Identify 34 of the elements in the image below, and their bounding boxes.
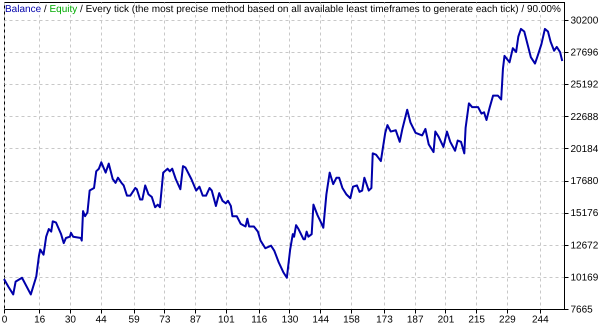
text: Balance	[5, 4, 42, 15]
x-tick-label: 44	[96, 314, 108, 323]
x-tick-label: 30	[64, 314, 76, 323]
x-tick-label: 59	[128, 314, 140, 323]
y-tick-label: 22688	[570, 112, 599, 123]
y-tick-label: 7665	[570, 304, 594, 316]
x-tick-label: 101	[218, 314, 236, 323]
x-tick-label: 158	[343, 314, 360, 323]
annotation: /	[79, 4, 84, 15]
x-tick-label: 173	[376, 314, 394, 323]
y-tick-label: 15176	[570, 208, 599, 220]
legend-label: Equity	[49, 4, 78, 15]
x-tick-label: 215	[468, 314, 486, 323]
x-tick-label: 229	[499, 314, 516, 323]
x-tick-label: 16	[34, 314, 46, 323]
x-tick-label: 116	[251, 314, 268, 323]
x-tick-label: 187	[406, 314, 424, 323]
annotation: /	[42, 4, 48, 15]
x-tick-label: 244	[532, 314, 550, 323]
x-tick-label: 87	[190, 314, 202, 323]
y-tick-label: 25192	[570, 80, 599, 91]
x-tick-label: 144	[312, 314, 330, 323]
chart-title: Every tick (the most precise method based on all available least timeframes to generate each tick) / 90.00%	[86, 4, 561, 15]
x-tick-label: 201	[438, 314, 455, 323]
y-tick-label: 30200	[570, 15, 599, 26]
y-tick-label: 12672	[570, 240, 599, 252]
x-tick-label: 73	[159, 314, 171, 323]
y-tick-label: 20184	[570, 144, 599, 155]
x-tick-label: 130	[282, 314, 299, 323]
line-series	[3, 28, 564, 296]
y-tick-label: 10169	[570, 272, 599, 284]
y-tick-label: 27696	[570, 48, 599, 59]
x-tick-label: 0	[2, 314, 8, 323]
y-tick-label: 17680	[570, 176, 599, 188]
